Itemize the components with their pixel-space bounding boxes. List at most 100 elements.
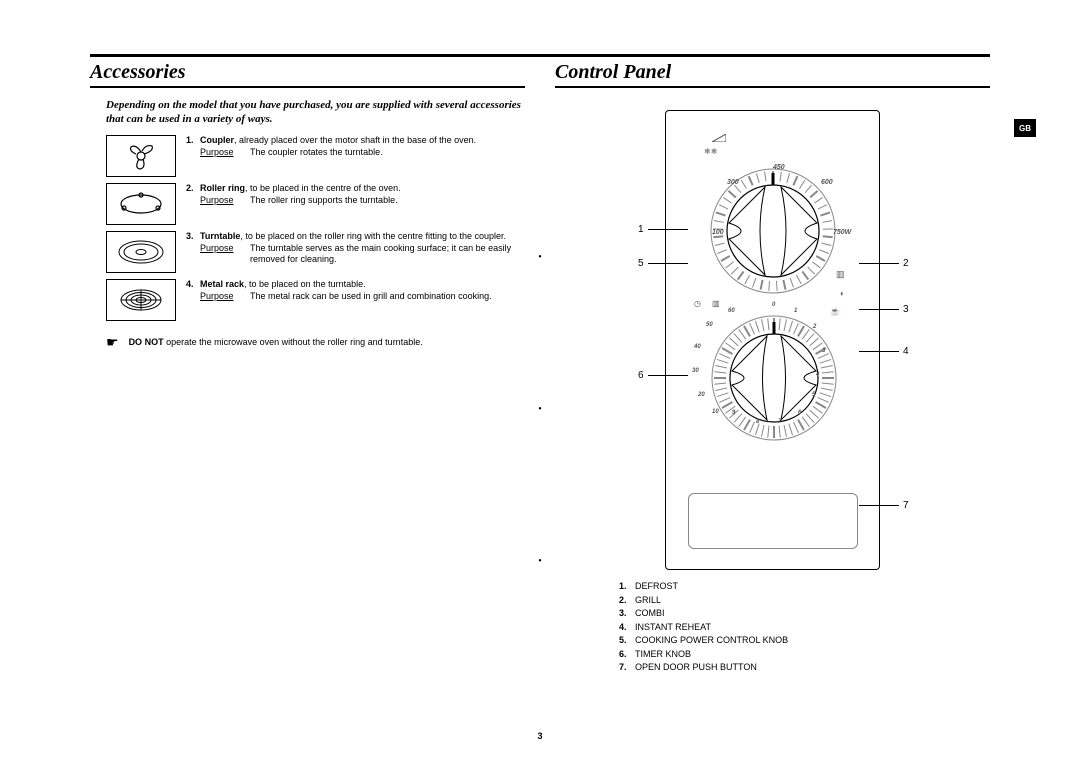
legend-row: 2.GRILL xyxy=(619,594,990,608)
accessory-icon xyxy=(106,231,176,273)
purpose-label: Purpose xyxy=(200,147,250,158)
timer-label: 0 xyxy=(772,302,775,308)
timer-label: 30 xyxy=(692,368,699,374)
callout-line xyxy=(859,309,899,310)
purpose-text: The turntable serves as the main cooking… xyxy=(250,243,525,266)
purpose-label: Purpose xyxy=(200,291,250,302)
callout-number: 6 xyxy=(638,370,644,381)
warning-text: DO NOT operate the microwave oven withou… xyxy=(129,337,423,352)
timer-label: 7 xyxy=(778,419,781,425)
accessory-text: 4.Metal rack, to be placed on the turnta… xyxy=(186,279,492,321)
timer-label: 40 xyxy=(694,344,701,350)
purpose-text: The metal rack can be used in grill and … xyxy=(250,291,492,302)
legend-row: 1.DEFROST xyxy=(619,580,990,594)
grill-icon: ▥ xyxy=(836,269,845,280)
power-label: 100 xyxy=(712,229,724,236)
legend-text: INSTANT REHEAT xyxy=(635,621,711,635)
accessory-icon xyxy=(106,279,176,321)
accessory-row: 2.Roller ring, to be placed in the centr… xyxy=(90,183,525,225)
two-column-layout: Accessories Depending on the model that … xyxy=(90,61,990,675)
control-panel-title: Control Panel xyxy=(555,61,990,88)
legend-text: TIMER KNOB xyxy=(635,648,691,662)
legend-number: 4. xyxy=(619,621,635,635)
accessories-intro: Depending on the model that you have pur… xyxy=(90,98,525,127)
accessory-desc: , already placed over the motor shaft in… xyxy=(234,135,476,145)
legend-text: GRILL xyxy=(635,594,661,608)
callout-line xyxy=(648,375,688,376)
accessory-number: 3. xyxy=(186,231,200,242)
timer-dial: 0123456789102030405060 xyxy=(702,306,847,451)
accessory-icon xyxy=(106,183,176,225)
accessory-desc: , to be placed in the centre of the oven… xyxy=(245,183,401,193)
timer-label: 6 xyxy=(798,410,801,416)
legend-row: 5.COOKING POWER CONTROL KNOB xyxy=(619,634,990,648)
legend-number: 7. xyxy=(619,661,635,675)
callout-line xyxy=(859,505,899,506)
dial-indicator-icon xyxy=(712,133,726,145)
legend-row: 7.OPEN DOOR PUSH BUTTON xyxy=(619,661,990,675)
column-dot: • xyxy=(538,252,542,263)
callout-number: 1 xyxy=(638,224,644,235)
page-number: 3 xyxy=(537,731,542,741)
purpose-label: Purpose xyxy=(200,195,250,206)
callout-number: 3 xyxy=(903,304,909,315)
purpose-text: The coupler rotates the turntable. xyxy=(250,147,383,158)
timer-label: 2 xyxy=(813,324,816,330)
timer-label: 9 xyxy=(732,410,735,416)
pointer-icon: ☛ xyxy=(106,335,119,352)
callout-line xyxy=(648,229,688,230)
callout-line xyxy=(859,263,899,264)
accessory-number: 1. xyxy=(186,135,200,146)
legend-text: DEFROST xyxy=(635,580,678,594)
legend-text: OPEN DOOR PUSH BUTTON xyxy=(635,661,757,675)
column-dot: • xyxy=(538,404,542,415)
accessory-row: 4.Metal rack, to be placed on the turnta… xyxy=(90,279,525,321)
door-button xyxy=(688,493,858,549)
combi-icon: ◐ xyxy=(840,289,845,298)
accessory-name: Coupler xyxy=(200,135,234,145)
power-label: 300 xyxy=(727,179,739,186)
warning-rest: operate the microwave oven without the r… xyxy=(164,337,423,347)
warning-row: ☛ DO NOT operate the microwave oven with… xyxy=(90,337,525,352)
legend-number: 6. xyxy=(619,648,635,662)
timer-label: 4 xyxy=(816,372,819,378)
legend-row: 4.INSTANT REHEAT xyxy=(619,621,990,635)
callout-number: 7 xyxy=(903,500,909,511)
timer-label: 60 xyxy=(728,308,735,314)
accessory-name: Roller ring xyxy=(200,183,245,193)
legend-number: 2. xyxy=(619,594,635,608)
control-panel-column: Control Panel GB ❄❄ xyxy=(555,61,990,675)
callout-line xyxy=(859,351,899,352)
legend-row: 6.TIMER KNOB xyxy=(619,648,990,662)
language-badge: GB xyxy=(1014,119,1036,137)
purpose-label: Purpose xyxy=(200,243,250,266)
legend-list: 1.DEFROST2.GRILL3.COMBI4.INSTANT REHEAT5… xyxy=(619,580,990,675)
legend-text: COMBI xyxy=(635,607,665,621)
accessory-row: 1.Coupler, already placed over the motor… xyxy=(90,135,525,177)
timer-label: 5 xyxy=(812,392,815,398)
timer-label: 10 xyxy=(712,409,719,415)
column-dot: • xyxy=(538,556,542,567)
callout-number: 4 xyxy=(903,346,909,357)
clock-icon: ◷ xyxy=(694,299,701,308)
accessory-name: Turntable xyxy=(200,231,240,241)
accessory-text: 3.Turntable, to be placed on the roller … xyxy=(186,231,525,273)
legend-number: 1. xyxy=(619,580,635,594)
legend-text: COOKING POWER CONTROL KNOB xyxy=(635,634,788,648)
accessories-title: Accessories xyxy=(90,61,525,88)
power-label: 450 xyxy=(773,164,785,171)
accessory-number: 2. xyxy=(186,183,200,194)
accessory-text: 1.Coupler, already placed over the motor… xyxy=(186,135,476,177)
accessory-number: 4. xyxy=(186,279,200,290)
timer-label: 50 xyxy=(706,322,713,328)
accessory-desc: , to be placed on the roller ring with t… xyxy=(240,231,506,241)
callout-number: 5 xyxy=(638,258,644,269)
manual-page: Accessories Depending on the model that … xyxy=(0,0,1080,763)
timer-label: 8 xyxy=(756,419,759,425)
callout-number: 2 xyxy=(903,258,909,269)
legend-row: 3.COMBI xyxy=(619,607,990,621)
top-rule xyxy=(90,54,990,57)
legend-number: 3. xyxy=(619,607,635,621)
accessories-list: 1.Coupler, already placed over the motor… xyxy=(90,135,525,321)
warning-bold: DO NOT xyxy=(129,337,164,347)
